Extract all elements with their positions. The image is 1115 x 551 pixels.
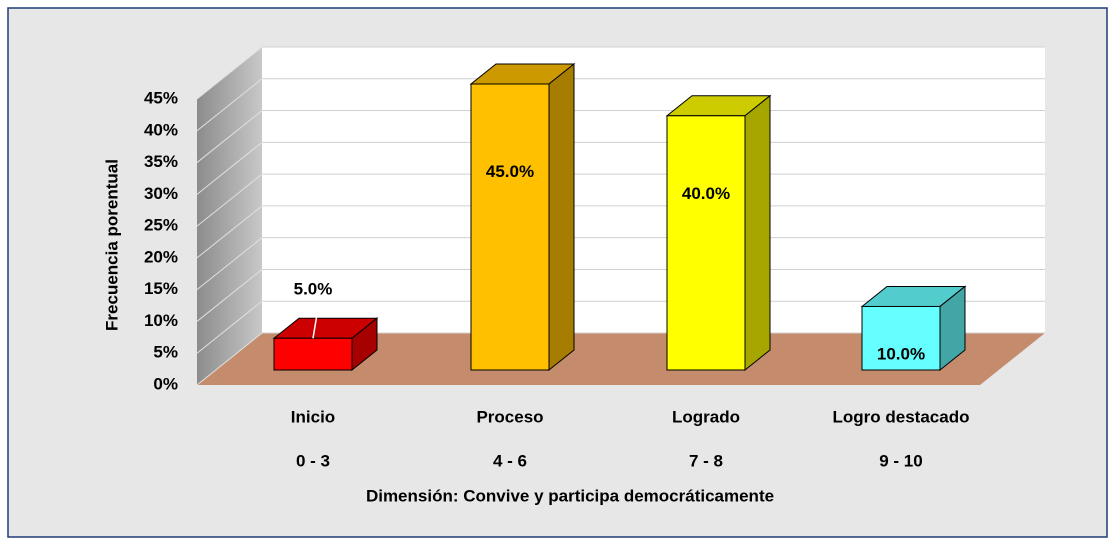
- y-tick-label: 0%: [153, 374, 178, 393]
- grid-line: [196, 141, 263, 195]
- bar: [470, 83, 550, 371]
- y-axis-title: Frecuencia porentual: [102, 159, 121, 331]
- x-tick-sublabel: 7 - 8: [689, 451, 723, 470]
- y-tick-label: 35%: [144, 152, 178, 171]
- bar: [861, 305, 941, 371]
- x-tick-label: Inicio: [291, 407, 335, 426]
- grid-line: [196, 78, 263, 132]
- y-tick-label: 20%: [144, 247, 178, 266]
- y-tick-label: 45%: [144, 88, 178, 107]
- x-axis-title: Dimensión: Convive y participa democráti…: [366, 486, 774, 505]
- x-tick-label: Logrado: [672, 407, 740, 426]
- y-tick-label: 5%: [153, 343, 178, 362]
- bar-side: [744, 94, 771, 372]
- x-tick-label: Logro destacado: [833, 407, 970, 426]
- grid-line: [196, 110, 263, 163]
- grid-line: [196, 46, 263, 100]
- bar-side: [548, 62, 575, 372]
- value-label: 5.0%: [294, 280, 333, 299]
- x-tick-sublabel: 9 - 10: [879, 451, 922, 470]
- grid-line: [196, 173, 263, 227]
- x-tick-sublabel: 4 - 6: [493, 451, 527, 470]
- floor: [197, 333, 1045, 385]
- y-tick-label: 25%: [144, 216, 178, 235]
- bar: [666, 115, 746, 371]
- value-label: 10.0%: [877, 344, 925, 363]
- grid-line: [196, 269, 263, 322]
- x-tick-sublabel: 0 - 3: [296, 451, 330, 470]
- bar: [273, 337, 353, 371]
- x-tick-label: Proceso: [476, 407, 543, 426]
- value-label: 45.0%: [486, 162, 534, 181]
- grid-line: [196, 205, 263, 259]
- value-label: 40.0%: [682, 184, 730, 203]
- back-wall: [262, 47, 1045, 333]
- y-tick-label: 30%: [144, 184, 178, 203]
- y-tick-label: 15%: [144, 279, 178, 298]
- y-tick-label: 10%: [144, 311, 178, 330]
- grid-line: [196, 300, 263, 354]
- y-tick-label: 40%: [144, 120, 178, 139]
- leader-line: [312, 302, 320, 339]
- grid-line: [196, 332, 263, 386]
- grid-line: [196, 237, 263, 291]
- side-wall: [197, 47, 262, 385]
